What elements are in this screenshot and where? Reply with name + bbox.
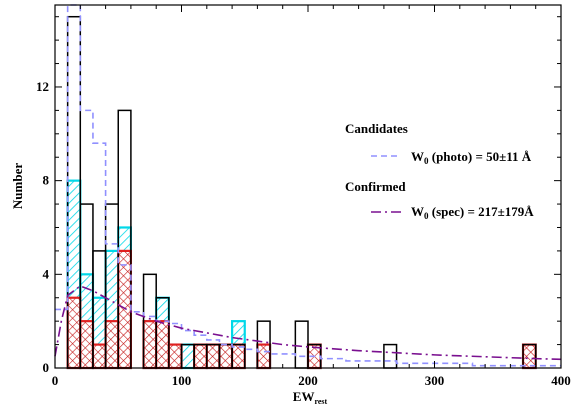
y-tick-label: 0 (43, 360, 50, 375)
photo-model-line (55, 4, 561, 367)
bar-red (91, 343, 107, 370)
bar-red (155, 320, 170, 370)
bar-black-outline (383, 343, 398, 369)
y-axis-label: Number (10, 163, 25, 209)
legend-candidates-header: Candidates (345, 121, 408, 136)
bar-cyan (180, 343, 196, 370)
bar-red (66, 296, 82, 370)
y-tick-label: 4 (43, 266, 50, 281)
x-tick-label: 400 (551, 373, 571, 388)
bar-red (205, 343, 221, 370)
legend: Candidates W0 (photo) = 50±11 Å Confirme… (345, 121, 534, 221)
bar-red (104, 320, 120, 370)
x-tick-label: 200 (298, 373, 318, 388)
bar-red (256, 343, 272, 370)
axis-ticks-layer: 0 100 200 300 400 0 4 8 12 (36, 5, 571, 388)
legend-photo-label: W0 (photo) = 50±11 Å (411, 149, 532, 166)
x-tick-label: 300 (425, 373, 445, 388)
model-lines-layer (54, 4, 562, 367)
legend-confirmed-header: Confirmed (345, 179, 406, 194)
x-tick-label: 0 (52, 373, 59, 388)
legend-spec-label: W0 (spec) = 217±179Å (411, 204, 534, 221)
bar-red (167, 343, 183, 370)
spec-model-line (54, 285, 562, 361)
bar-black-outline (294, 320, 309, 369)
x-axis-label: EWrest (293, 389, 328, 406)
x-tick-label: 100 (172, 373, 192, 388)
y-tick-label: 8 (43, 173, 50, 188)
bar-red (218, 343, 234, 370)
bar-red (117, 249, 132, 370)
bar-red (79, 320, 95, 370)
bars-layer (66, 15, 537, 370)
bar-red (142, 320, 158, 370)
y-tick-label: 12 (36, 79, 49, 94)
bar-red (231, 343, 246, 370)
bar-red (521, 343, 537, 370)
bar-red (193, 343, 208, 370)
